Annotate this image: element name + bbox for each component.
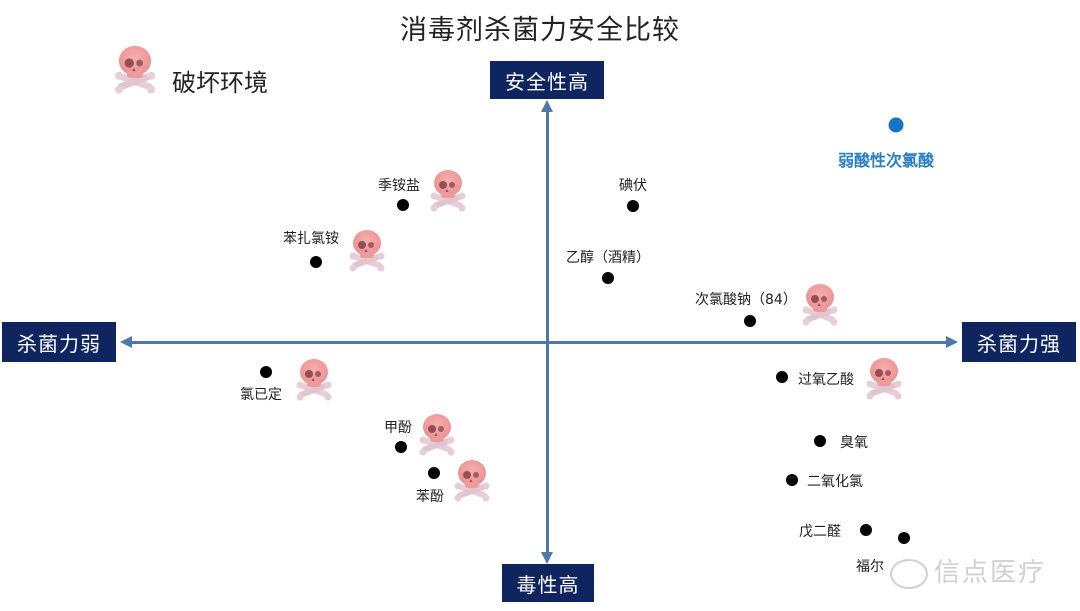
point-label: 福尔 [856,559,884,575]
skull-crossbones-icon [864,356,904,402]
data-point [814,435,826,447]
axis-label-right: 杀菌力强 [962,322,1076,362]
horizontal-axis [130,341,950,344]
highlight-point [888,117,904,133]
arrow-up-icon [541,100,553,112]
skull-crossbones-icon [347,228,387,274]
skull-crossbones-icon [417,412,457,458]
data-point [602,272,614,284]
watermark: 信点医疗 [890,552,1046,589]
point-label: 臭氧 [840,435,868,451]
point-label: 季铵盐 [378,178,420,194]
data-point [627,200,639,212]
point-label: 乙醇（酒精） [566,250,650,266]
skull-crossbones-icon [800,282,840,328]
arrow-left-icon [120,336,132,348]
wechat-icon [890,558,928,589]
axis-label-left: 杀菌力弱 [2,322,116,362]
arrow-down-icon [541,552,553,564]
point-label: 戊二醛 [799,524,841,540]
point-label: 次氯酸钠（84） [695,292,797,308]
highlight-label: 弱酸性次氯酸 [838,151,935,170]
data-point [310,256,322,268]
legend-label: 破坏环境 [172,69,268,97]
axis-label-bottom: 毒性高 [502,564,594,602]
data-point [786,474,798,486]
point-label: 苯酚 [416,489,444,505]
point-label: 二氧化氯 [807,474,863,490]
point-label: 苯扎氯铵 [283,231,339,247]
data-point [860,524,872,536]
skull-crossbones-icon [294,357,334,403]
point-label: 氯已定 [240,387,282,403]
chart-title: 消毒剂杀菌力安全比较 [400,15,680,46]
arrow-right-icon [946,336,958,348]
axis-label-top: 安全性高 [490,61,604,99]
data-point [776,371,788,383]
data-point [428,467,440,479]
point-label: 甲酚 [384,420,412,436]
data-point [744,315,756,327]
point-label: 过氧乙酸 [798,372,854,388]
data-point [898,532,910,544]
point-label: 碘伏 [619,178,647,194]
vertical-axis [546,110,549,560]
skull-crossbones-icon [112,42,158,98]
data-point [260,366,272,378]
skull-crossbones-icon [428,168,468,214]
data-point [395,441,407,453]
skull-crossbones-icon [452,458,492,504]
data-point [397,199,409,211]
watermark-text: 信点医疗 [934,558,1047,588]
